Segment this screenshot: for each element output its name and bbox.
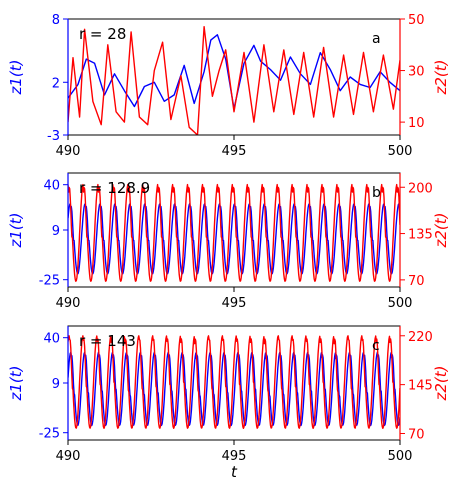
y-left-axis-title: z1(t)	[7, 212, 25, 248]
y-right-tick-label: 145	[408, 379, 433, 394]
y-right-tick-label: 135	[408, 228, 433, 243]
y-right-axis-title: z2(t)	[432, 59, 450, 95]
x-tick-label: 500	[388, 144, 413, 159]
y-right-tick-label: 70	[408, 427, 425, 442]
x-tick-label: 490	[56, 144, 81, 159]
panel-label: c	[372, 338, 380, 354]
x-tick-label: 495	[222, 144, 247, 159]
y-right-tick-label: 10	[408, 116, 425, 131]
y-left-tick-label: 8	[52, 13, 60, 28]
panel-label: a	[372, 31, 381, 47]
y-right-tick-label: 200	[408, 181, 433, 196]
x-tick-label: 490	[56, 296, 81, 311]
x-tick-label: 500	[388, 296, 413, 311]
y-left-tick-label: 2	[52, 76, 60, 91]
series-line-z2	[68, 183, 400, 282]
y-right-tick-label: 30	[408, 65, 425, 80]
x-tick-label: 490	[56, 449, 81, 464]
panel-label: b	[372, 185, 381, 201]
y-left-tick-label: 40	[43, 332, 60, 347]
y-left-tick-label: 40	[43, 179, 60, 194]
y-left-tick-label: -25	[39, 274, 60, 289]
y-right-axis-title: z2(t)	[432, 212, 450, 248]
x-tick-label: 495	[222, 449, 247, 464]
x-axis-title: t	[231, 463, 238, 481]
y-right-tick-label: 220	[408, 330, 433, 345]
series-line-z1	[68, 351, 400, 427]
y-right-tick-label: 70	[408, 274, 425, 289]
y-left-tick-label: 9	[52, 377, 60, 392]
y-left-tick-label: -25	[39, 427, 60, 442]
y-left-axis-title: z1(t)	[7, 59, 25, 95]
y-right-axis-title: z2(t)	[432, 365, 450, 401]
r-value-annotation: r = 128.9	[79, 179, 150, 197]
y-right-tick-label: 50	[408, 13, 425, 28]
y-left-axis-title: z1(t)	[7, 365, 25, 401]
r-value-annotation: r = 143	[79, 332, 136, 350]
y-left-tick-label: 9	[52, 224, 60, 239]
r-value-annotation: r = 28	[79, 25, 126, 43]
series-line-z2	[68, 26, 400, 135]
series-line-z2	[68, 335, 400, 429]
x-tick-label: 495	[222, 296, 247, 311]
x-tick-label: 500	[388, 449, 413, 464]
series-line-z1	[68, 203, 400, 275]
y-left-tick-label: -3	[47, 129, 60, 144]
